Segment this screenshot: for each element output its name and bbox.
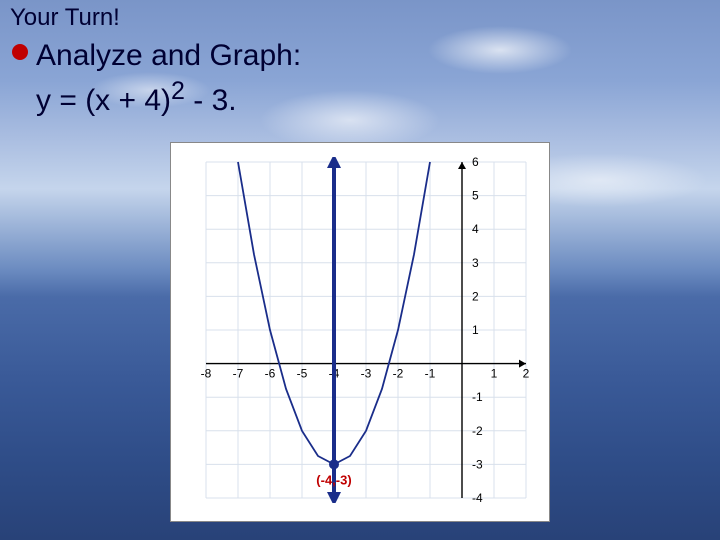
chart-frame: -8-7-6-5-4-3-2-112-4-3-2-1123456(-4,-3) xyxy=(170,142,550,522)
svg-text:5: 5 xyxy=(472,189,479,203)
svg-text:2: 2 xyxy=(472,289,479,303)
svg-text:2: 2 xyxy=(523,367,530,381)
svg-text:1: 1 xyxy=(491,367,498,381)
slide-title: Your Turn! xyxy=(10,4,120,32)
svg-text:-3: -3 xyxy=(361,367,372,381)
svg-text:3: 3 xyxy=(472,256,479,270)
svg-text:4: 4 xyxy=(472,222,479,236)
bullet-area: Analyze and Graph: y = (x + 4)2 - 3. xyxy=(12,36,700,120)
bullet-dot-icon xyxy=(12,44,28,60)
svg-text:-7: -7 xyxy=(233,367,244,381)
svg-text:-2: -2 xyxy=(472,424,483,438)
svg-text:-4: -4 xyxy=(472,491,483,503)
parabola-chart: -8-7-6-5-4-3-2-112-4-3-2-1123456(-4,-3) xyxy=(201,157,531,503)
chart-inner: -8-7-6-5-4-3-2-112-4-3-2-1123456(-4,-3) xyxy=(201,157,529,501)
bullet-line-1: Analyze and Graph: xyxy=(36,39,301,72)
equation-part-a: y = (x + 4) xyxy=(36,84,171,117)
svg-text:-3: -3 xyxy=(472,457,483,471)
svg-text:-6: -6 xyxy=(265,367,276,381)
svg-text:1: 1 xyxy=(472,323,479,337)
svg-text:-1: -1 xyxy=(472,390,483,404)
svg-text:-8: -8 xyxy=(201,367,212,381)
svg-text:6: 6 xyxy=(472,157,479,169)
svg-text:-2: -2 xyxy=(393,367,404,381)
bullet-text: Analyze and Graph: y = (x + 4)2 - 3. xyxy=(36,36,700,120)
svg-text:-5: -5 xyxy=(297,367,308,381)
equation-superscript: 2 xyxy=(171,77,185,105)
equation-part-b: - 3. xyxy=(185,84,237,117)
svg-text:(-4,-3): (-4,-3) xyxy=(316,472,351,487)
svg-text:-1: -1 xyxy=(425,367,436,381)
